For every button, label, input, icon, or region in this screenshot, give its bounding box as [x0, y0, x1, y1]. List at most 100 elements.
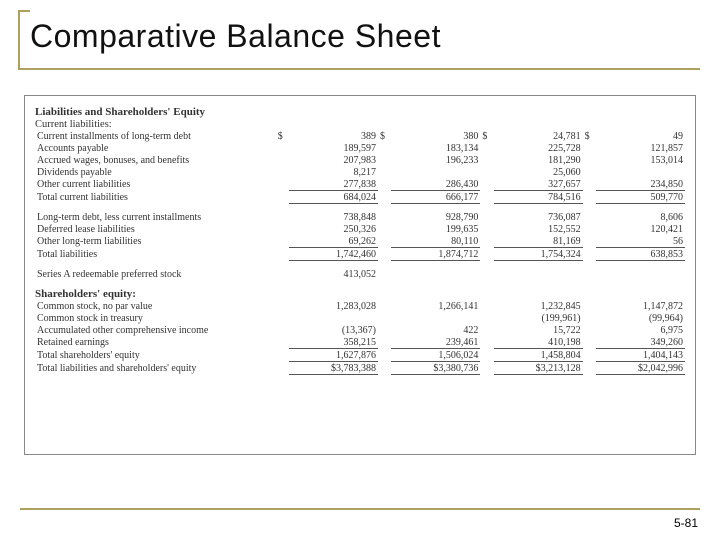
balance-sheet-panel: Liabilities and Shareholders' Equity Cur… [24, 95, 696, 455]
currency-symbol [378, 312, 391, 324]
cell-value: 234,850 [596, 178, 685, 191]
currency-symbol [480, 211, 493, 223]
currency-symbol [378, 268, 391, 280]
currency-symbol: $ [583, 130, 596, 142]
table-row: Retained earnings358,215239,461410,19834… [35, 336, 685, 349]
cell-value: 1,458,804 [494, 349, 583, 362]
currency-symbol [583, 142, 596, 154]
currency-symbol [276, 191, 289, 204]
row-label: Long-term debt, less current installment… [35, 211, 276, 223]
cell-value: 153,014 [596, 154, 685, 166]
row-label: Total shareholders' equity [35, 349, 276, 362]
footer-rule [20, 508, 700, 510]
cell-value [596, 166, 685, 178]
cell-value: 1,627,876 [289, 349, 378, 362]
cell-value [391, 268, 480, 280]
financial-table: Current installments of long-term debt$3… [35, 130, 685, 375]
table-row: Dividends payable8,21725,060 [35, 166, 685, 178]
currency-symbol [480, 154, 493, 166]
cell-value [289, 312, 378, 324]
currency-symbol [276, 300, 289, 312]
title-rule-left [18, 10, 20, 68]
currency-symbol [276, 268, 289, 280]
currency-symbol [583, 178, 596, 191]
currency-symbol [276, 248, 289, 261]
currency-symbol [378, 223, 391, 235]
currency-symbol [480, 349, 493, 362]
currency-symbol [583, 211, 596, 223]
currency-symbol [583, 235, 596, 248]
cell-value: 413,052 [289, 268, 378, 280]
cell-value: 666,177 [391, 191, 480, 204]
cell-value: 80,110 [391, 235, 480, 248]
currency-symbol: $ [378, 130, 391, 142]
currency-symbol [378, 191, 391, 204]
table-row: Common stock, no par value1,283,0281,266… [35, 300, 685, 312]
cell-value: 49 [596, 130, 685, 142]
page-number: 5-81 [674, 516, 698, 530]
currency-symbol [378, 154, 391, 166]
cell-value: 784,516 [494, 191, 583, 204]
currency-symbol [276, 211, 289, 223]
currency-symbol [378, 336, 391, 349]
row-label: Accounts payable [35, 142, 276, 154]
subheading-current-liab: Current liabilities: [35, 119, 685, 130]
row-label: Total liabilities [35, 248, 276, 261]
cell-value: 69,262 [289, 235, 378, 248]
cell-value: 250,326 [289, 223, 378, 235]
row-label: Deferred lease liabilities [35, 223, 276, 235]
cell-value: 8,217 [289, 166, 378, 178]
currency-symbol [583, 300, 596, 312]
currency-symbol: $ [276, 130, 289, 142]
currency-symbol [583, 223, 596, 235]
currency-symbol [276, 166, 289, 178]
cell-value: $2,042,996 [596, 362, 685, 375]
currency-symbol [583, 336, 596, 349]
currency-symbol [276, 312, 289, 324]
currency-symbol [480, 324, 493, 336]
row-label: Dividends payable [35, 166, 276, 178]
cell-value [391, 166, 480, 178]
currency-symbol [583, 154, 596, 166]
row-label: Retained earnings [35, 336, 276, 349]
cell-value: 509,770 [596, 191, 685, 204]
cell-value: 738,848 [289, 211, 378, 223]
currency-symbol [480, 142, 493, 154]
cell-value: 684,024 [289, 191, 378, 204]
currency-symbol [276, 349, 289, 362]
cell-value: 277,838 [289, 178, 378, 191]
currency-symbol [276, 154, 289, 166]
cell-value: 120,421 [596, 223, 685, 235]
currency-symbol [480, 300, 493, 312]
currency-symbol: $ [480, 130, 493, 142]
currency-symbol [583, 191, 596, 204]
currency-symbol [583, 324, 596, 336]
currency-symbol [583, 312, 596, 324]
cell-value [596, 268, 685, 280]
currency-symbol [276, 324, 289, 336]
currency-symbol [583, 268, 596, 280]
title-rule-bottom [18, 68, 700, 70]
currency-symbol [480, 312, 493, 324]
cell-value: 422 [391, 324, 480, 336]
currency-symbol [480, 336, 493, 349]
cell-value: 1,266,141 [391, 300, 480, 312]
cell-value: (99,964) [596, 312, 685, 324]
cell-value: 1,742,460 [289, 248, 378, 261]
cell-value: (13,367) [289, 324, 378, 336]
cell-value: 349,260 [596, 336, 685, 349]
currency-symbol [480, 248, 493, 261]
table-row: Current installments of long-term debt$3… [35, 130, 685, 142]
currency-symbol [480, 235, 493, 248]
cell-value: 225,728 [494, 142, 583, 154]
cell-value: 152,552 [494, 223, 583, 235]
table-row: Series A redeemable preferred stock413,0… [35, 268, 685, 280]
cell-value [494, 268, 583, 280]
currency-symbol [583, 349, 596, 362]
cell-value [391, 312, 480, 324]
cell-value: 1,506,024 [391, 349, 480, 362]
cell-value: 1,232,845 [494, 300, 583, 312]
cell-value: 56 [596, 235, 685, 248]
cell-value: 389 [289, 130, 378, 142]
currency-symbol [480, 268, 493, 280]
